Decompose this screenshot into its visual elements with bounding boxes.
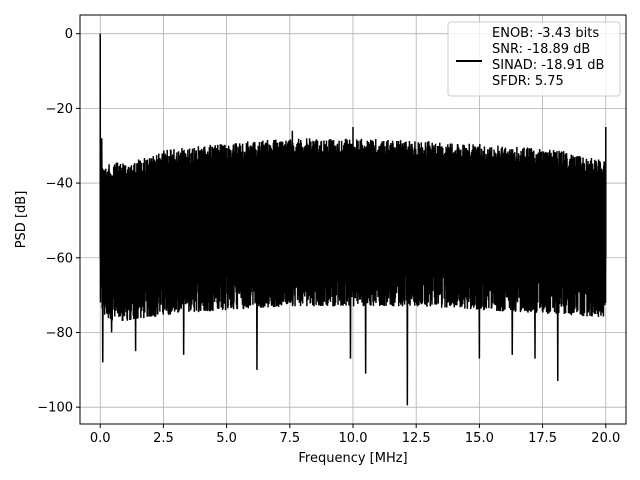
x-tick-label: 2.5 [153, 431, 174, 446]
y-axis-ticks: 0 −20 −40 −60 −80 −100 [37, 27, 80, 416]
y-tick-label: −20 [46, 102, 73, 117]
x-tick-label: 0.0 [90, 431, 111, 446]
legend-enob-text: ENOB: -3.43 bits [492, 26, 599, 41]
y-tick-label: −100 [37, 401, 73, 416]
legend-box [447, 21, 621, 97]
psd-series-line [99, 33, 607, 406]
y-tick-label: −80 [46, 326, 73, 341]
y-axis-label: PSD [dB] [14, 191, 29, 249]
plot-area [99, 33, 607, 406]
x-tick-label: 10.0 [339, 431, 368, 446]
x-tick-label: 7.5 [279, 431, 300, 446]
y-tick-label: 0 [65, 27, 73, 42]
x-axis-label: Frequency [MHz] [298, 451, 407, 466]
x-tick-label: 17.5 [528, 431, 557, 446]
y-tick-label: −60 [46, 251, 73, 266]
legend: ENOB: -3.43 bits SNR: -18.89 dB SINAD: -… [447, 21, 621, 97]
x-tick-label: 5.0 [216, 431, 237, 446]
x-axis-ticks: 0.0 2.5 5.0 7.5 10.0 12.5 15.0 17.5 20.0 [90, 424, 620, 446]
x-tick-label: 20.0 [591, 431, 620, 446]
legend-sfdr-text: SFDR: 5.75 [492, 74, 564, 89]
x-tick-label: 12.5 [402, 431, 431, 446]
x-tick-label: 15.0 [465, 431, 494, 446]
y-tick-label: −40 [46, 177, 73, 192]
legend-sinad-text: SINAD: -18.91 dB [492, 58, 604, 73]
legend-snr-text: SNR: -18.89 dB [492, 42, 590, 57]
